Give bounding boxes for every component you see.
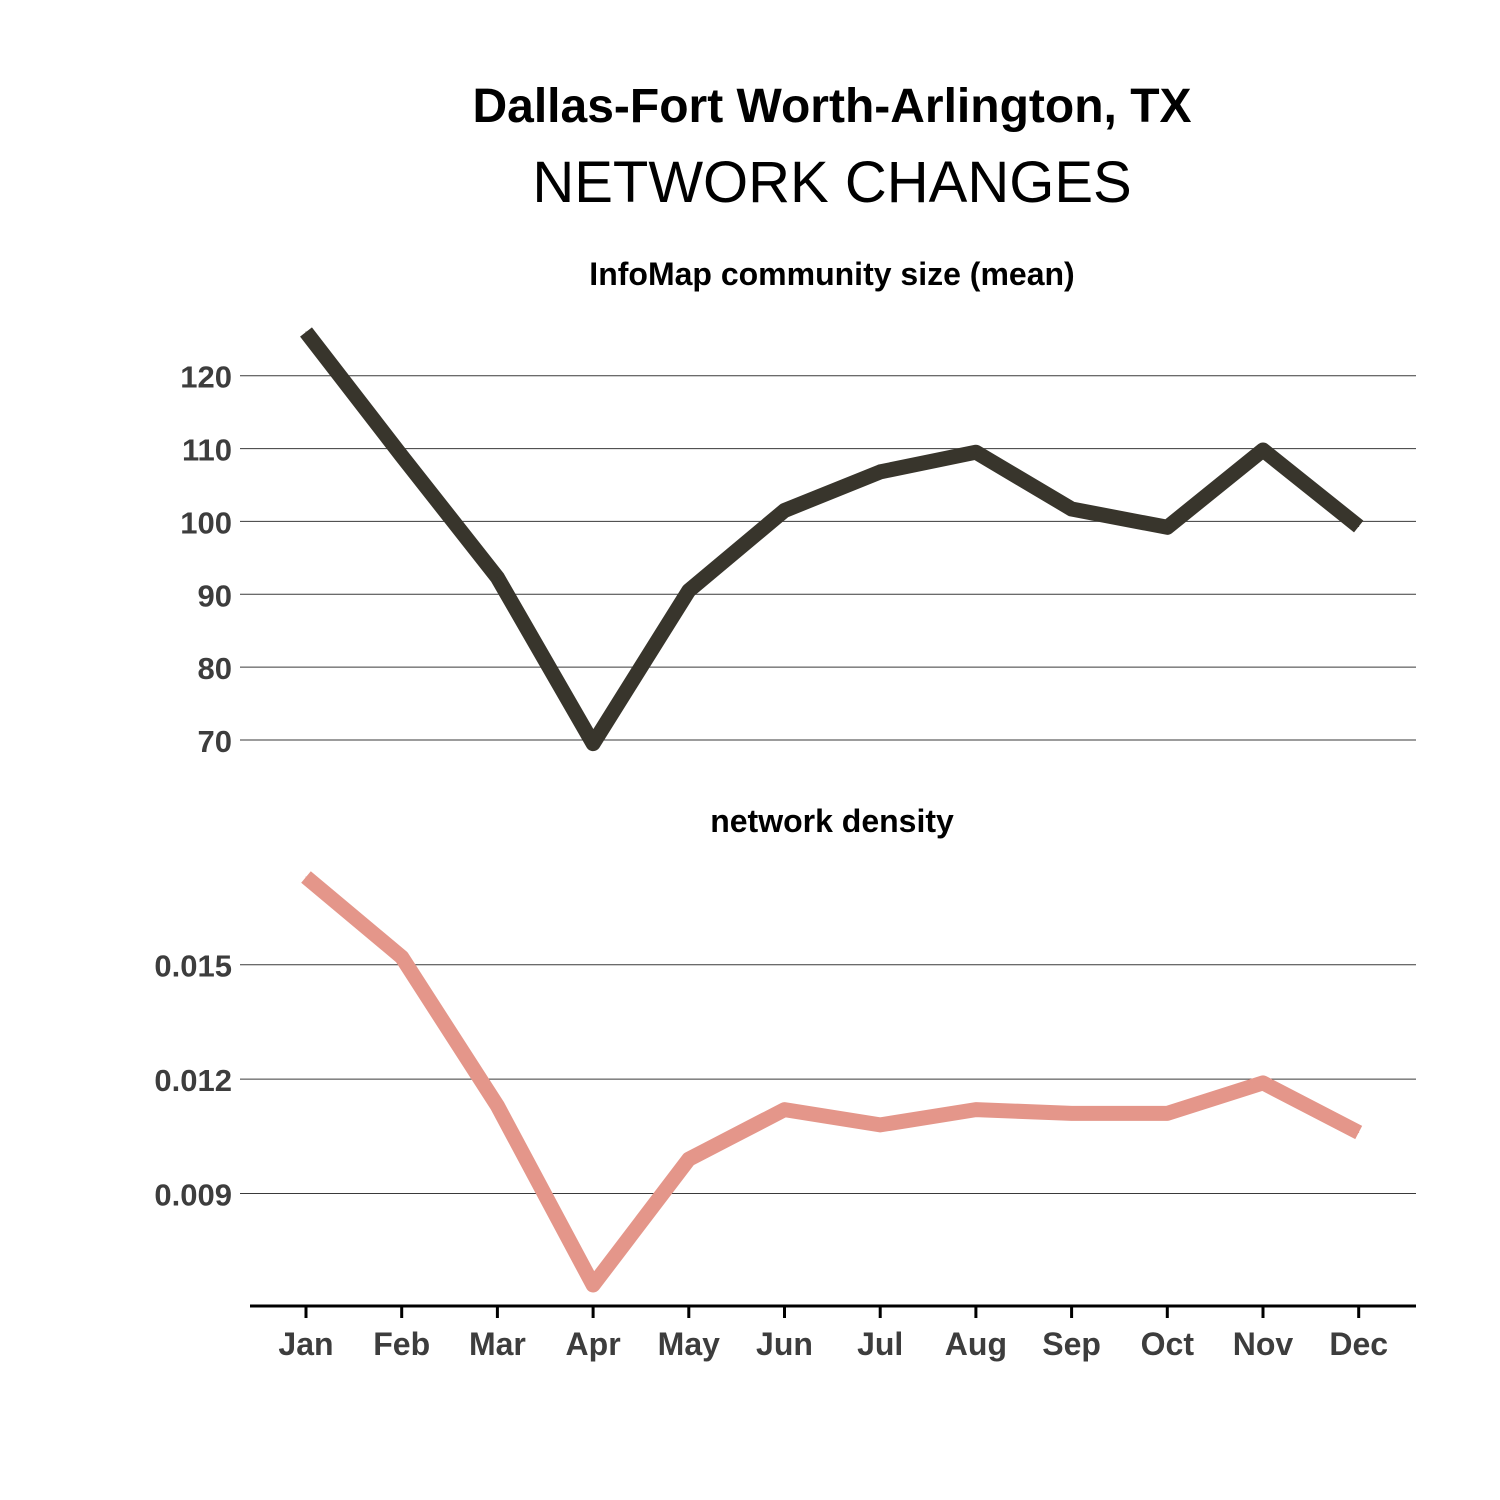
y-tick-label-community-size: 90 — [198, 578, 232, 613]
data-point-network-density — [592, 1284, 594, 1286]
panel-title-network-density: network density — [710, 803, 954, 839]
x-tick-label: May — [658, 1326, 720, 1362]
x-tick-label: Sep — [1042, 1326, 1101, 1362]
data-point-community-size — [1262, 449, 1264, 451]
data-point-community-size — [688, 590, 690, 592]
x-tick-label: Mar — [469, 1326, 526, 1362]
data-point-network-density — [688, 1158, 690, 1160]
chart-subtitle: NETWORK CHANGES — [532, 150, 1131, 215]
data-point-community-size — [879, 471, 881, 473]
data-point-community-size — [784, 510, 785, 511]
panel-title-community-size: InfoMap community size (mean) — [589, 256, 1074, 292]
x-tick-label: Aug — [945, 1326, 1007, 1362]
x-tick-label: Oct — [1141, 1326, 1195, 1362]
y-tick-label-network-density: 0.012 — [154, 1063, 232, 1098]
data-point-network-density — [879, 1124, 881, 1126]
data-point-network-density — [1166, 1112, 1168, 1114]
y-tick-label-community-size: 100 — [180, 505, 232, 540]
x-tick-label: Jul — [857, 1326, 903, 1362]
y-tick-label-network-density: 0.015 — [154, 949, 232, 984]
y-tick-label-community-size: 80 — [198, 651, 232, 686]
data-point-network-density — [1358, 1131, 1360, 1133]
y-tick-label-network-density: 0.009 — [154, 1177, 232, 1212]
data-point-community-size — [975, 451, 977, 453]
data-point-network-density — [975, 1109, 977, 1111]
y-tick-label-community-size: 120 — [180, 360, 232, 395]
panel-network-density: network density 0.009 0.012 0.015 — [154, 803, 1416, 1293]
x-tick-label: Dec — [1329, 1326, 1388, 1362]
panel-community-size: InfoMap community size (mean) 70 80 90 100 1… — [180, 256, 1416, 759]
data-point-community-size — [401, 455, 403, 457]
data-point-network-density — [305, 876, 307, 878]
data-point-community-size — [496, 577, 498, 579]
data-point-network-density — [1071, 1112, 1073, 1114]
y-tick-label-community-size: 70 — [198, 724, 232, 759]
data-point-community-size — [592, 743, 594, 745]
chart-title: Dallas-Fort Worth-Arlington, TX — [472, 80, 1191, 133]
data-point-community-size — [1166, 526, 1168, 528]
x-tick-label: Apr — [566, 1326, 621, 1362]
data-point-network-density — [1262, 1082, 1264, 1084]
y-tick-label-community-size: 110 — [182, 433, 232, 468]
data-point-community-size — [1358, 526, 1360, 528]
data-point-network-density — [496, 1105, 498, 1107]
x-axis: Jan Feb Mar Apr May Jun Jul Aug Sep Oct Nov Dec — [250, 1304, 1416, 1362]
series-line-community-size — [300, 327, 1364, 752]
data-point-network-density — [784, 1109, 785, 1111]
x-tick-label: Feb — [373, 1326, 430, 1362]
x-tick-label: Jun — [756, 1326, 813, 1362]
data-point-network-density — [401, 956, 403, 958]
x-tick-label: Nov — [1233, 1326, 1294, 1362]
data-point-community-size — [1071, 508, 1073, 510]
x-tick-label: Jan — [278, 1326, 333, 1362]
series-line-network-density — [301, 871, 1363, 1293]
data-point-community-size — [305, 331, 307, 333]
